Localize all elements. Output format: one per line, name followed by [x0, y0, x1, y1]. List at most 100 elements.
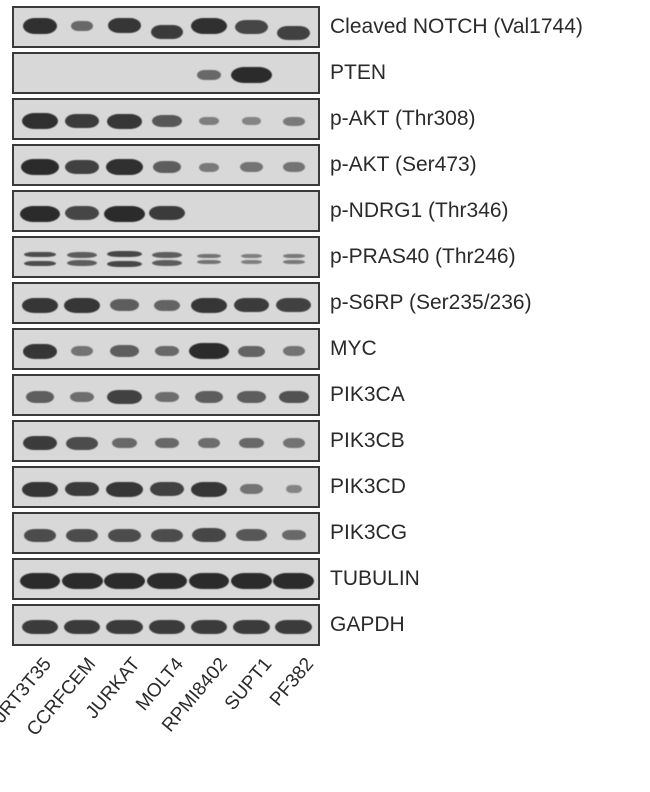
band — [233, 620, 269, 635]
band — [197, 70, 221, 81]
row-label: PIK3CG — [330, 521, 407, 545]
row-label: p-S6RP (Ser235/236) — [330, 291, 532, 315]
blot-row: PIK3CD — [12, 466, 638, 508]
band — [151, 25, 183, 40]
lane — [60, 146, 102, 184]
lane — [103, 330, 145, 368]
row-label: Cleaved NOTCH (Val1744) — [330, 15, 583, 39]
band — [275, 620, 311, 635]
band — [238, 346, 264, 357]
lane — [272, 100, 314, 138]
lane — [272, 468, 314, 506]
band — [20, 573, 60, 589]
blot-row: p-PRAS40 (Thr246) — [12, 236, 638, 278]
lane — [103, 468, 145, 506]
band — [197, 260, 221, 264]
lane — [145, 468, 187, 506]
lane — [187, 376, 229, 414]
row-label: PIK3CD — [330, 475, 406, 499]
band — [110, 345, 138, 357]
lane — [229, 146, 271, 184]
lane — [18, 514, 60, 552]
row-label: TUBULIN — [330, 567, 420, 591]
lane — [103, 514, 145, 552]
band — [108, 529, 140, 542]
blot-rows-container: Cleaved NOTCH (Val1744)PTENp-AKT (Thr308… — [12, 6, 638, 646]
lane — [103, 422, 145, 460]
blot-row: TUBULIN — [12, 558, 638, 600]
lane — [272, 606, 314, 644]
lane — [18, 8, 60, 46]
blot-panel — [12, 512, 320, 554]
band — [149, 206, 185, 221]
lane — [187, 238, 229, 276]
lane — [272, 146, 314, 184]
lane — [145, 330, 187, 368]
blot-panel — [12, 282, 320, 324]
lane — [103, 606, 145, 644]
lane — [229, 238, 271, 276]
lane — [187, 54, 229, 92]
lane — [18, 330, 60, 368]
blot-panel — [12, 52, 320, 94]
band — [104, 206, 144, 222]
band — [64, 298, 100, 313]
lane — [18, 376, 60, 414]
band — [234, 298, 268, 313]
band — [231, 573, 271, 589]
blot-panel — [12, 374, 320, 416]
band — [283, 346, 305, 356]
band — [151, 529, 183, 542]
band — [71, 21, 93, 32]
lane — [103, 238, 145, 276]
lane — [229, 468, 271, 506]
blot-row: p-NDRG1 (Thr346) — [12, 190, 638, 232]
lane — [18, 146, 60, 184]
blot-panel — [12, 420, 320, 462]
lane — [187, 192, 229, 230]
band — [282, 530, 306, 541]
lane — [18, 238, 60, 276]
band — [70, 392, 94, 402]
band — [154, 300, 180, 311]
band — [106, 159, 142, 175]
band — [66, 437, 98, 450]
band — [240, 162, 262, 172]
band — [22, 482, 58, 497]
lane — [272, 192, 314, 230]
lane — [145, 100, 187, 138]
lane — [60, 192, 102, 230]
lane — [145, 8, 187, 46]
band — [110, 299, 138, 311]
band — [147, 573, 187, 589]
band — [106, 620, 142, 635]
blot-panel — [12, 236, 320, 278]
band — [239, 438, 263, 449]
band — [22, 113, 58, 129]
lane — [60, 284, 102, 322]
blot-panel — [12, 144, 320, 186]
lane — [187, 330, 229, 368]
band — [153, 161, 181, 173]
band — [107, 261, 141, 267]
lane — [145, 284, 187, 322]
lane — [103, 146, 145, 184]
lane — [272, 8, 314, 46]
blot-row: MYC — [12, 328, 638, 370]
band — [235, 20, 267, 34]
band — [283, 254, 305, 258]
lane — [272, 238, 314, 276]
lane — [18, 192, 60, 230]
band — [189, 343, 229, 359]
lane — [272, 330, 314, 368]
lane — [229, 376, 271, 414]
band — [283, 162, 305, 172]
lane — [187, 468, 229, 506]
blot-row: PTEN — [12, 52, 638, 94]
blot-panel — [12, 190, 320, 232]
band — [67, 252, 97, 257]
band — [283, 438, 305, 448]
band — [112, 438, 136, 449]
blot-row: PIK3CA — [12, 374, 638, 416]
lane — [103, 376, 145, 414]
